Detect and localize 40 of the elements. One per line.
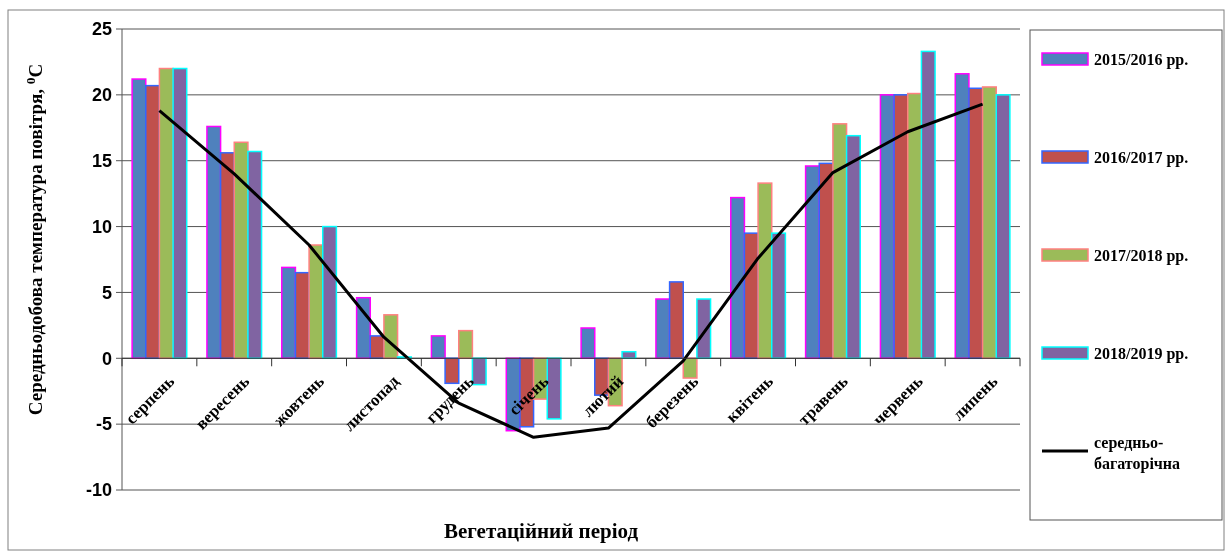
bar [321,225,338,360]
bar [430,335,446,360]
bar [770,232,787,360]
bar [845,134,861,360]
bar [696,298,712,360]
legend-label: 2015/2016 рр. [1094,50,1189,69]
bar [668,281,684,360]
bar [219,152,235,360]
bar [655,298,671,360]
y-tick-label: 20 [91,85,112,106]
y-tick-label: 25 [91,19,112,40]
legend-label: середньо-багаторічна [1094,433,1181,473]
bar [907,92,923,360]
bar [804,165,821,360]
bar [730,196,746,360]
bar [145,84,161,360]
bar [580,327,596,360]
x-axis-title: Вегетаційний період [443,519,639,543]
bar [682,357,698,379]
y-tick-label: 0 [101,348,112,369]
bar [458,329,474,360]
bar [281,266,297,360]
bar [172,67,188,360]
bar [206,125,222,360]
bar [247,150,263,360]
y-tick-label: 10 [91,216,112,237]
bar [968,87,984,360]
legend-label: 2016/2017 рр. [1094,148,1189,167]
legend-label: 2017/2018 рр. [1094,246,1189,265]
bar [920,50,936,360]
y-tick-label: 5 [101,282,112,303]
bar [832,123,848,360]
legend-label: 2018/2019 рр. [1094,344,1189,363]
bar [893,94,909,360]
bar [131,78,147,360]
y-tick-label: -5 [95,414,112,435]
y-tick-label: -10 [85,480,112,501]
bar [995,94,1011,360]
bar [757,182,773,360]
y-tick-label: 15 [91,151,112,172]
